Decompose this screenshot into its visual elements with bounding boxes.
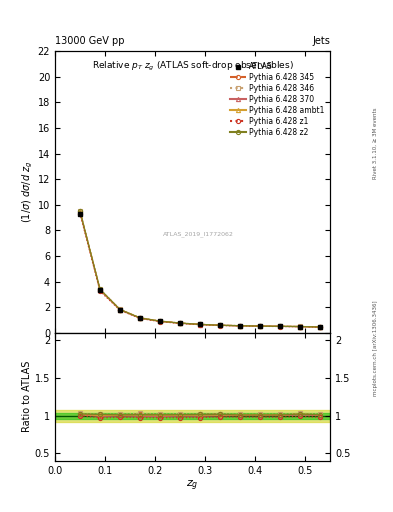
Y-axis label: Ratio to ATLAS: Ratio to ATLAS [22,361,32,433]
Text: Relative $p_T$ $z_g$ (ATLAS soft-drop observables): Relative $p_T$ $z_g$ (ATLAS soft-drop ob… [92,60,294,73]
Pythia 6.428 345 [198,322,202,328]
Pythia 6.428 346 [98,286,103,292]
Pythia 6.428 370 [278,324,283,330]
Pythia 6.428 370 [158,318,162,325]
Pythia 6.428 370 [118,307,122,313]
Pythia 6.428 ambt1 [218,322,222,328]
Pythia 6.428 z2 [118,306,122,312]
Pythia 6.428 z2 [178,320,182,326]
Y-axis label: $(1/\sigma)$ $d\sigma/d$ $z_g$: $(1/\sigma)$ $d\sigma/d$ $z_g$ [20,161,35,223]
Pythia 6.428 345 [258,323,263,329]
Text: ATLAS_2019_I1772062: ATLAS_2019_I1772062 [163,231,233,237]
Pythia 6.428 z1 [318,324,323,330]
Pythia 6.428 346 [238,323,242,329]
Pythia 6.428 370 [98,287,103,293]
Text: 13000 GeV pp: 13000 GeV pp [55,36,125,46]
Pythia 6.428 345 [78,208,83,214]
Pythia 6.428 ambt1 [298,324,303,330]
Pythia 6.428 346 [78,207,83,214]
Pythia 6.428 z1 [158,318,162,325]
Pythia 6.428 345 [178,320,182,326]
Pythia 6.428 346 [278,323,283,329]
Pythia 6.428 z1 [258,323,263,329]
Pythia 6.428 z2 [258,323,263,329]
Pythia 6.428 z2 [78,208,83,214]
Line: Pythia 6.428 345: Pythia 6.428 345 [78,209,322,329]
Pythia 6.428 370 [318,324,323,330]
Pythia 6.428 346 [158,318,162,324]
Line: Pythia 6.428 z2: Pythia 6.428 z2 [78,209,322,329]
Line: Pythia 6.428 346: Pythia 6.428 346 [78,208,322,329]
Pythia 6.428 370 [178,320,182,326]
Pythia 6.428 ambt1 [238,323,242,329]
Pythia 6.428 345 [278,323,283,329]
Pythia 6.428 370 [298,324,303,330]
Pythia 6.428 ambt1 [118,307,122,313]
Pythia 6.428 z1 [278,324,283,330]
Pythia 6.428 z2 [198,322,202,328]
Pythia 6.428 z2 [138,315,142,321]
Pythia 6.428 346 [118,306,122,312]
Pythia 6.428 ambt1 [178,320,182,326]
Text: Jets: Jets [312,36,330,46]
Pythia 6.428 346 [198,321,202,327]
Pythia 6.428 345 [138,315,142,321]
Pythia 6.428 345 [158,318,162,324]
Pythia 6.428 ambt1 [98,287,103,293]
Text: Rivet 3.1.10, ≥ 3M events: Rivet 3.1.10, ≥ 3M events [373,108,378,179]
Pythia 6.428 ambt1 [278,323,283,329]
Pythia 6.428 z2 [298,324,303,330]
Pythia 6.428 z1 [178,321,182,327]
Pythia 6.428 346 [258,323,263,329]
Pythia 6.428 z1 [298,324,303,330]
Pythia 6.428 370 [198,322,202,328]
Pythia 6.428 z1 [238,323,242,329]
Pythia 6.428 z2 [238,323,242,329]
Pythia 6.428 ambt1 [78,209,83,215]
Pythia 6.428 z2 [158,318,162,324]
Pythia 6.428 z2 [98,286,103,292]
Pythia 6.428 z1 [78,211,83,217]
Pythia 6.428 346 [138,314,142,321]
Pythia 6.428 346 [178,320,182,326]
Pythia 6.428 370 [138,315,142,322]
Pythia 6.428 z2 [318,324,323,330]
Pythia 6.428 345 [298,324,303,330]
Pythia 6.428 ambt1 [138,315,142,321]
Pythia 6.428 ambt1 [158,318,162,324]
Line: Pythia 6.428 z1: Pythia 6.428 z1 [78,211,322,329]
Pythia 6.428 ambt1 [258,323,263,329]
Pythia 6.428 ambt1 [318,324,323,330]
Pythia 6.428 z1 [98,288,103,294]
Pythia 6.428 z1 [218,323,222,329]
Pythia 6.428 345 [218,322,222,328]
Pythia 6.428 ambt1 [198,322,202,328]
Pythia 6.428 345 [118,306,122,312]
Pythia 6.428 345 [318,324,323,330]
Pythia 6.428 345 [98,287,103,293]
Pythia 6.428 z1 [118,307,122,313]
Pythia 6.428 346 [218,322,222,328]
Pythia 6.428 z2 [218,322,222,328]
Text: mcplots.cern.ch [arXiv:1306.3436]: mcplots.cern.ch [arXiv:1306.3436] [373,301,378,396]
Pythia 6.428 370 [258,323,263,329]
Pythia 6.428 345 [238,323,242,329]
Legend: ATLAS, Pythia 6.428 345, Pythia 6.428 346, Pythia 6.428 370, Pythia 6.428 ambt1,: ATLAS, Pythia 6.428 345, Pythia 6.428 34… [228,60,326,138]
Line: Pythia 6.428 ambt1: Pythia 6.428 ambt1 [78,210,322,329]
Pythia 6.428 346 [318,324,323,330]
Pythia 6.428 z2 [278,323,283,329]
Line: Pythia 6.428 370: Pythia 6.428 370 [78,210,322,329]
Pythia 6.428 z1 [138,315,142,322]
Pythia 6.428 370 [78,209,83,216]
Pythia 6.428 z1 [198,322,202,328]
Pythia 6.428 370 [238,323,242,329]
Pythia 6.428 346 [298,324,303,330]
Pythia 6.428 370 [218,323,222,329]
X-axis label: $z_g$: $z_g$ [186,478,199,493]
